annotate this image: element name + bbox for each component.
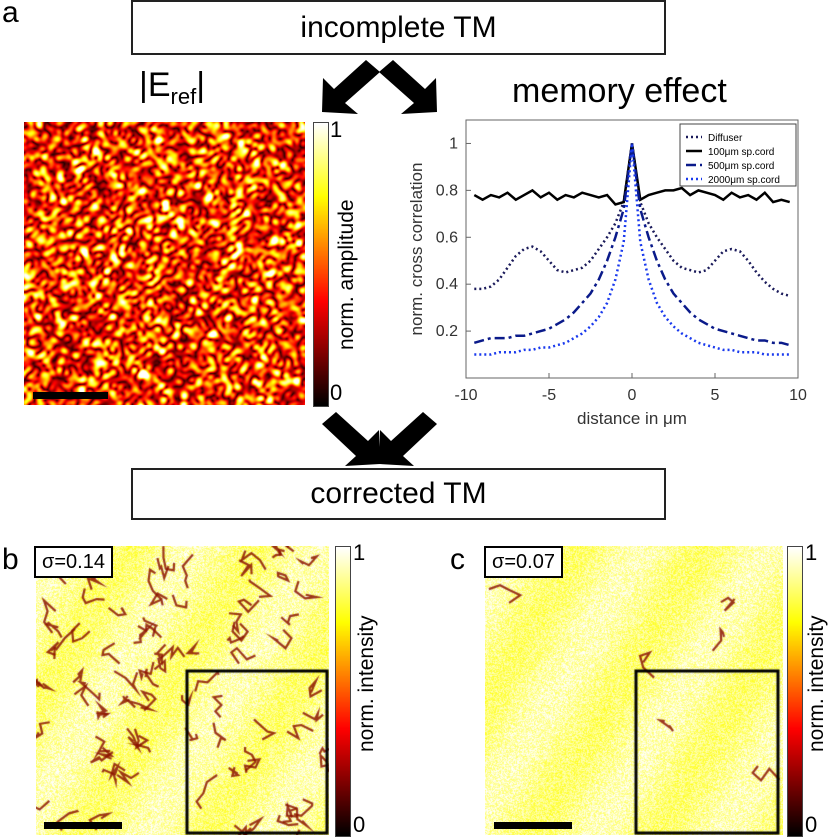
panel-letter-b: b bbox=[2, 543, 19, 576]
arrow-converge-left bbox=[322, 412, 380, 466]
colorbar-a bbox=[313, 122, 329, 407]
chart-title: memory effect bbox=[512, 72, 727, 110]
y-tick-label: 0.8 bbox=[436, 182, 458, 199]
colorbar-a-label: norm. amplitude bbox=[335, 199, 358, 350]
sigma-label-c: σ=0.07 bbox=[484, 546, 563, 578]
scale-bar-c bbox=[494, 822, 572, 829]
scale-bar-b bbox=[44, 822, 122, 829]
series-line-0 bbox=[474, 143, 791, 298]
series-line-2 bbox=[473, 143, 791, 347]
colorbar-b-max: 1 bbox=[353, 540, 366, 565]
panel-letter-c: c bbox=[450, 543, 465, 576]
field-label-main: |E bbox=[139, 66, 171, 104]
legend-label: 2000μm sp.cord bbox=[708, 175, 780, 186]
y-tick-label: 0.4 bbox=[436, 276, 458, 293]
y-tick-label: 0.2 bbox=[436, 323, 458, 340]
sigma-label-b: σ=0.14 bbox=[34, 546, 113, 578]
y-axis-label: norm. cross correlation bbox=[407, 163, 426, 336]
x-tick-label: -5 bbox=[542, 387, 556, 404]
arrow-converge-right bbox=[379, 412, 437, 466]
arrow-down-right bbox=[379, 60, 437, 114]
colorbar-c bbox=[787, 546, 803, 837]
x-tick-label: -10 bbox=[454, 387, 477, 404]
colorbar-c-max: 1 bbox=[805, 540, 818, 565]
corrected-intensity-image-c bbox=[485, 546, 783, 835]
legend-label: Diffuser bbox=[708, 133, 743, 144]
colorbar-a-max: 1 bbox=[330, 117, 343, 142]
x-tick-label: 5 bbox=[711, 387, 720, 404]
colorbar-c-min: 0 bbox=[805, 812, 818, 837]
x-tick-label: 0 bbox=[628, 387, 637, 404]
speckle-amplitude-image bbox=[24, 122, 305, 405]
colorbar-b-label: norm. intensity bbox=[355, 615, 378, 752]
memory-effect-chart: -10 -5 0 5 10 0.2 0.4 0.6 0.8 1 distance in μm norm… bbox=[407, 119, 807, 428]
corrected-tm-box: corrected TM bbox=[131, 468, 666, 520]
colorbar-b-min: 0 bbox=[353, 812, 366, 837]
arrow-down-left bbox=[322, 60, 380, 114]
incomplete-tm-box: incomplete TM bbox=[131, 0, 666, 55]
corrected-intensity-image-b bbox=[36, 546, 329, 835]
field-label: |Eref| bbox=[139, 66, 205, 110]
y-tick-label: 0.6 bbox=[436, 229, 458, 246]
x-tick-label: 10 bbox=[789, 387, 807, 404]
field-label-sub: ref bbox=[170, 84, 197, 109]
legend-label: 500μm sp.cord bbox=[708, 161, 774, 172]
colorbar-a-min: 0 bbox=[330, 380, 343, 405]
x-axis-label: distance in μm bbox=[577, 409, 687, 428]
scale-bar-a bbox=[33, 392, 108, 399]
colorbar-c-label: norm. intensity bbox=[805, 615, 828, 752]
field-label-end: | bbox=[196, 66, 206, 104]
y-tick-label: 1 bbox=[449, 135, 458, 152]
colorbar-b bbox=[335, 546, 351, 837]
legend-box bbox=[679, 123, 797, 187]
legend-label: 100μm sp.cord bbox=[708, 147, 774, 158]
panel-letter-a: a bbox=[2, 0, 19, 29]
